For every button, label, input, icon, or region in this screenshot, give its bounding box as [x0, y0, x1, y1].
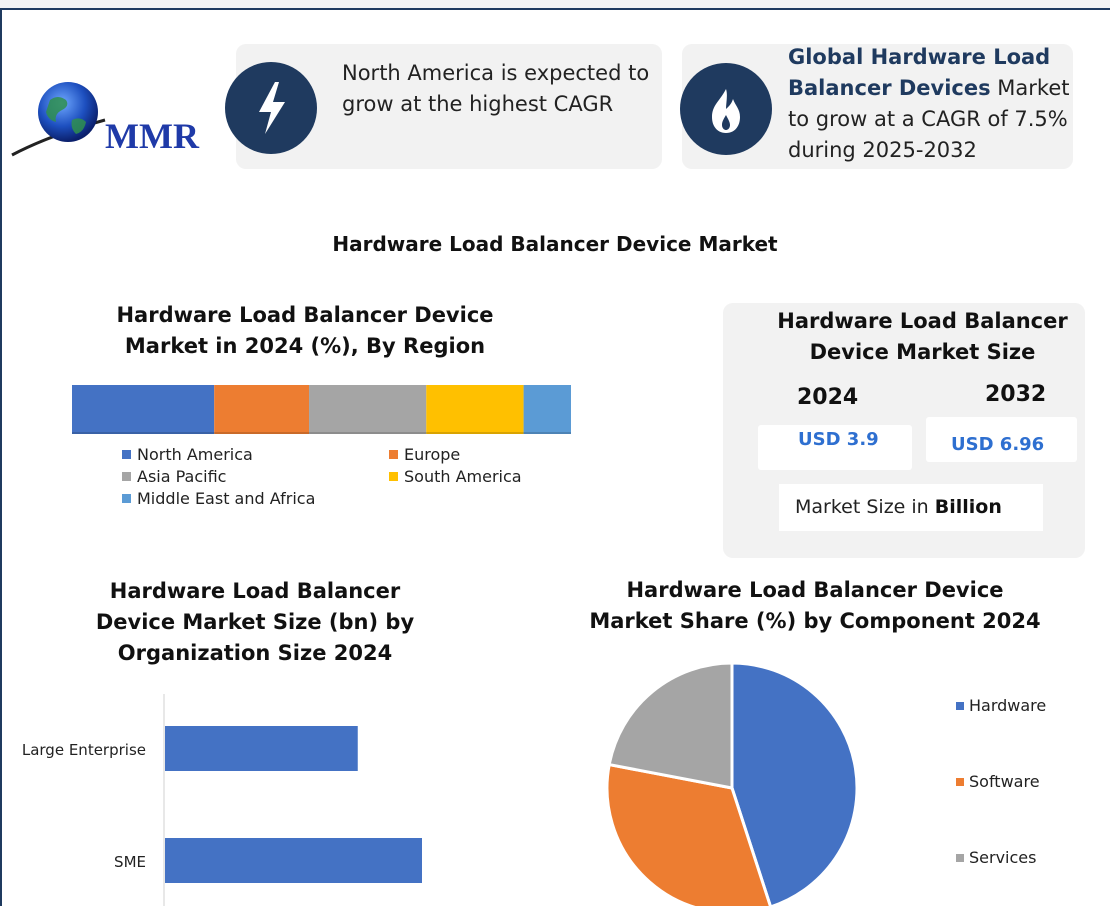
component-pie-chart: Hardware Software Services — [605, 661, 1046, 906]
pie-slice-services — [607, 661, 734, 790]
pie-legend-label-software: Software — [969, 772, 1040, 791]
legend-label: North America — [137, 445, 253, 464]
unit-prefix: Market Size in — [795, 496, 935, 518]
highlight-text-region: North America is expected to grow at the… — [342, 61, 650, 116]
lightning-icon — [259, 82, 285, 134]
region-stacked-bar — [72, 385, 571, 434]
pie-legend-swatch-hardware — [956, 702, 964, 710]
top-strip — [0, 0, 1110, 8]
legend-swatch — [389, 472, 398, 481]
component-chart-title: Hardware Load Balancer Device Market Sha… — [589, 578, 1041, 633]
legend-item-middle-east-and-africa: Middle East and Africa — [122, 489, 315, 508]
legend-swatch — [122, 494, 131, 503]
region-segment-north-america — [72, 385, 215, 434]
value-2032: USD 6.96 — [926, 417, 1077, 462]
legend-swatch — [122, 472, 131, 481]
legend-swatch — [389, 450, 398, 459]
region-segment-middle-east-and-africa — [523, 385, 571, 434]
pie-legend-label-hardware: Hardware — [969, 696, 1046, 715]
page-title: Hardware Load Balancer Device Market — [332, 232, 778, 256]
region-segment-south-america — [426, 385, 524, 434]
market-size-title: Hardware Load Balancer Device Market Siz… — [777, 309, 1068, 364]
highlight-text-global: Global Hardware Load Balancer Devices Ma… — [788, 42, 1078, 166]
pie-legend-label-services: Services — [969, 848, 1036, 867]
legend-item-europe: Europe — [389, 445, 460, 464]
legend-item-north-america: North America — [122, 445, 253, 464]
legend-label: Asia Pacific — [137, 467, 227, 486]
year-2024-label: 2024 — [797, 385, 859, 410]
legend-swatch — [122, 450, 131, 459]
mmr-logo: MMR — [11, 82, 200, 157]
svg-text:MMR: MMR — [105, 116, 200, 156]
flame-icon — [712, 89, 740, 133]
org-bar-large-enterprise — [165, 726, 358, 771]
org-chart-title: Hardware Load Balancer Device Market Siz… — [95, 579, 415, 665]
legend-label: South America — [404, 467, 522, 486]
region-segment-europe — [214, 385, 310, 434]
highlight-bold: Global Hardware Load Balancer Devices — [788, 45, 1051, 100]
legend-item-asia-pacific: Asia Pacific — [122, 467, 226, 486]
pie-legend-swatch-software — [956, 778, 964, 786]
flame-icon-circle — [680, 63, 772, 155]
legend-label: Middle East and Africa — [137, 489, 316, 508]
pie-slice-software — [605, 762, 772, 906]
infographic-frame — [0, 8, 1110, 906]
year-2032-label: 2032 — [985, 382, 1047, 407]
lightning-icon-circle — [225, 62, 317, 154]
value-2024: USD 3.9 — [758, 425, 912, 470]
org-category-label-sme: SME — [114, 853, 146, 871]
region-chart-title: Hardware Load Balancer Device Market in … — [116, 303, 494, 358]
pie-legend-swatch-services — [956, 854, 964, 862]
unit-note: Market Size in Billion — [779, 484, 1043, 531]
unit-bold: Billion — [934, 496, 1002, 518]
highlight-rest: Market to grow at a CAGR of 7.5% during … — [788, 76, 1070, 162]
org-bar-sme — [165, 838, 422, 883]
org-size-bar-chart: Large Enterprise SME — [22, 694, 422, 906]
org-category-label-large-enterprise: Large Enterprise — [22, 741, 146, 759]
bar-shadow — [72, 432, 571, 434]
legend-label: Europe — [404, 445, 461, 464]
region-segment-asia-pacific — [309, 385, 427, 434]
pie-slice-hardware — [730, 661, 859, 906]
legend-item-south-america: South America — [389, 467, 522, 486]
